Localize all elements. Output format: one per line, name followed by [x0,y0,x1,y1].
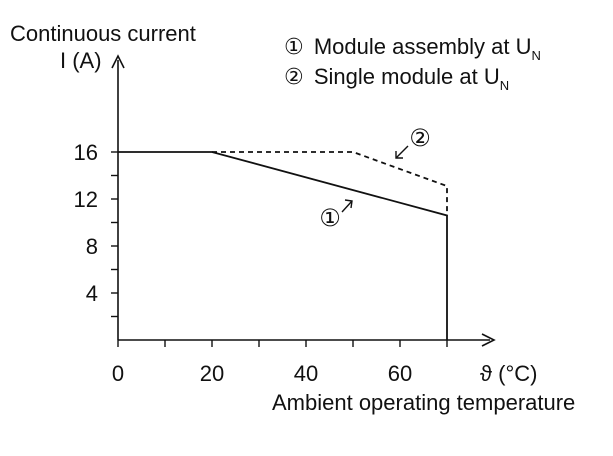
annotation-arrowhead-1 [344,199,353,209]
x-tick-label: 0 [112,361,124,386]
y-tick-label: 16 [74,140,98,165]
y-axis-title-line2: I (A) [60,48,102,73]
y-tick-label: 4 [86,281,98,306]
y-tick-label: 12 [74,187,98,212]
x-axis-title: Ambient operating temperature [272,390,575,415]
y-axis-title-line1: Continuous current [10,21,196,46]
annotation-arrow-2 [395,145,409,159]
annotation-label-1: ① [319,205,341,232]
series-line-1 [118,151,448,340]
annotation-label-2: ② [409,125,431,152]
annotation-arrowhead-2 [395,151,403,159]
x-tick-label: 40 [294,361,318,386]
legend-entry-2: ② Single module at UN [284,64,509,93]
legend-entry-1: ① Module assembly at UN [284,34,541,63]
series-line-2 [212,151,448,216]
axes [111,54,496,347]
x-tick-label: 60 [388,361,412,386]
y-axis-arrow [111,54,125,69]
annotations: ①② [319,125,431,232]
y-tick-label: 8 [86,234,98,259]
x-axis-unit-label: ϑ (°C) [480,361,537,386]
legend: ① Module assembly at UN ② Single module … [284,34,541,93]
annotation-arrow-1 [341,200,353,213]
x-tick-label: 20 [200,361,224,386]
x-axis-arrow [481,333,496,347]
series [118,151,448,340]
ticks: 0 20 40 60 4 8 12 16 [74,140,448,386]
